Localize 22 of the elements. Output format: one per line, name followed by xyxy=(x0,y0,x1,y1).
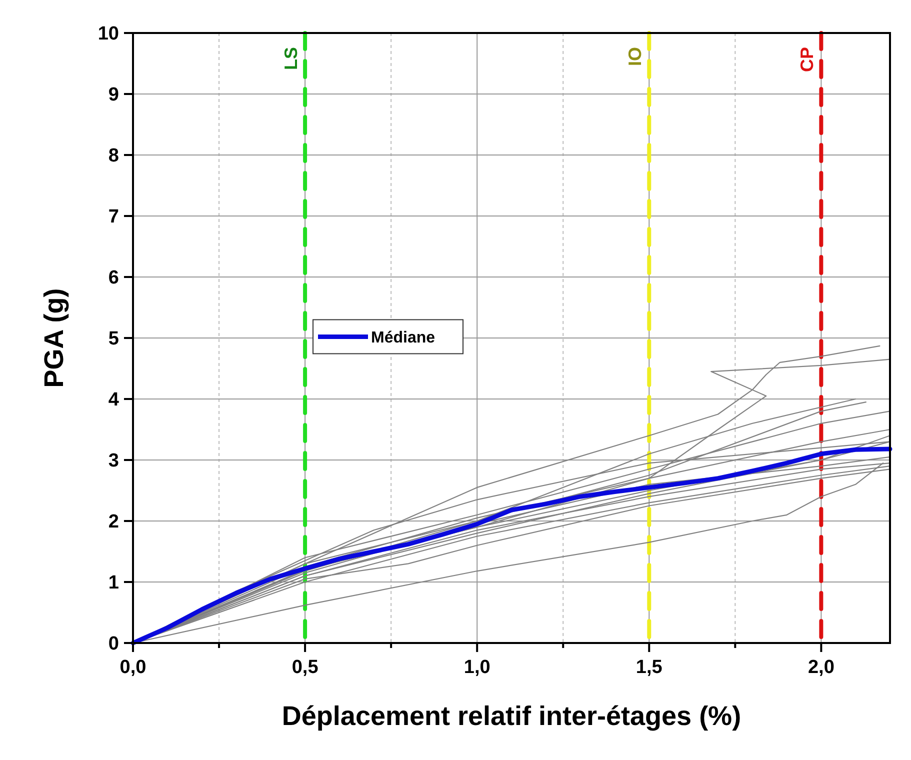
legend-label: Médiane xyxy=(371,329,436,346)
y-tick-label: 2 xyxy=(108,512,119,533)
x-tick-label: 2,0 xyxy=(808,657,834,678)
ref-line-label: CP xyxy=(797,47,818,72)
x-tick-label: 1,5 xyxy=(636,657,663,678)
y-tick-label: 0 xyxy=(108,634,119,655)
ref-line-label: IO xyxy=(625,47,646,66)
y-tick-label: 7 xyxy=(108,206,119,228)
y-tick-label: 4 xyxy=(108,390,120,411)
y-tick-label: 10 xyxy=(98,24,119,45)
y-tick-label: 8 xyxy=(108,146,119,167)
x-tick-label: 0,5 xyxy=(292,657,319,678)
y-tick-label: 1 xyxy=(108,572,120,594)
y-tick-label: 6 xyxy=(108,268,119,289)
x-tick-label: 1,0 xyxy=(464,657,490,678)
y-tick-label: 3 xyxy=(108,450,119,472)
ref-line-label: LS xyxy=(281,47,302,70)
x-tick-label: 0,0 xyxy=(120,657,146,678)
y-axis-title: PGA (g) xyxy=(39,288,69,388)
x-axis-title: Déplacement relatif inter-étages (%) xyxy=(282,701,742,731)
y-tick-label: 5 xyxy=(108,328,120,350)
y-tick-label: 9 xyxy=(108,84,119,106)
